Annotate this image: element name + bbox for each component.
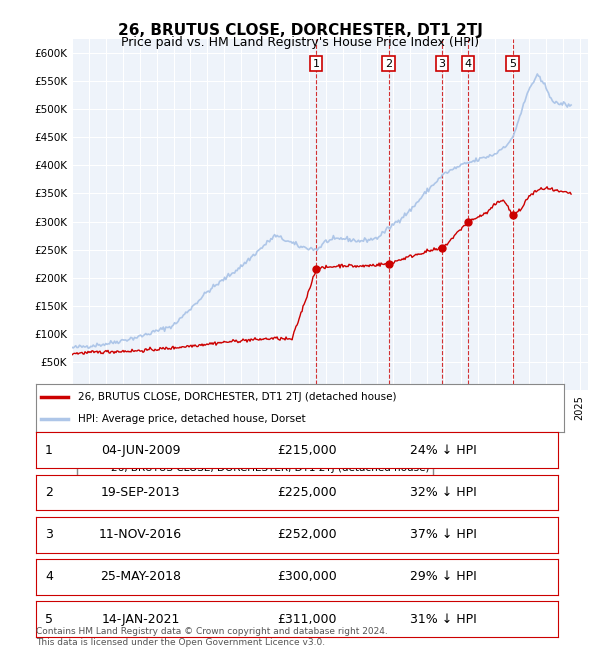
Text: 11-NOV-2016: 11-NOV-2016 <box>99 528 182 541</box>
Text: £300,000: £300,000 <box>278 571 337 584</box>
Text: Contains HM Land Registry data © Crown copyright and database right 2024.
This d: Contains HM Land Registry data © Crown c… <box>36 627 388 647</box>
Text: 3: 3 <box>45 528 53 541</box>
Text: 2: 2 <box>45 486 53 499</box>
Text: £215,000: £215,000 <box>278 443 337 456</box>
Legend: 26, BRUTUS CLOSE, DORCHESTER, DT1 2TJ (detached house), HPI: Average price, deta: 26, BRUTUS CLOSE, DORCHESTER, DT1 2TJ (d… <box>77 458 433 492</box>
Text: 04-JUN-2009: 04-JUN-2009 <box>101 443 180 456</box>
Text: 5: 5 <box>509 58 516 68</box>
Text: 25-MAY-2018: 25-MAY-2018 <box>100 571 181 584</box>
Text: 3: 3 <box>439 58 445 68</box>
Text: £252,000: £252,000 <box>278 528 337 541</box>
Text: HPI: Average price, detached house, Dorset: HPI: Average price, detached house, Dors… <box>78 413 306 424</box>
Text: Price paid vs. HM Land Registry's House Price Index (HPI): Price paid vs. HM Land Registry's House … <box>121 36 479 49</box>
Text: 26, BRUTUS CLOSE, DORCHESTER, DT1 2TJ (detached house): 26, BRUTUS CLOSE, DORCHESTER, DT1 2TJ (d… <box>78 392 397 402</box>
Text: 31% ↓ HPI: 31% ↓ HPI <box>410 612 476 625</box>
Text: £225,000: £225,000 <box>278 486 337 499</box>
Text: 24% ↓ HPI: 24% ↓ HPI <box>410 443 476 456</box>
Text: 5: 5 <box>45 612 53 625</box>
Text: 19-SEP-2013: 19-SEP-2013 <box>101 486 180 499</box>
Text: 1: 1 <box>45 443 53 456</box>
Text: 37% ↓ HPI: 37% ↓ HPI <box>410 528 476 541</box>
Text: 29% ↓ HPI: 29% ↓ HPI <box>410 571 476 584</box>
Text: 14-JAN-2021: 14-JAN-2021 <box>101 612 179 625</box>
Text: 26, BRUTUS CLOSE, DORCHESTER, DT1 2TJ: 26, BRUTUS CLOSE, DORCHESTER, DT1 2TJ <box>118 23 482 38</box>
Text: 4: 4 <box>464 58 472 68</box>
Text: 4: 4 <box>45 571 53 584</box>
Text: £311,000: £311,000 <box>278 612 337 625</box>
Text: 2: 2 <box>385 58 392 68</box>
Text: 1: 1 <box>313 58 320 68</box>
Text: 32% ↓ HPI: 32% ↓ HPI <box>410 486 476 499</box>
